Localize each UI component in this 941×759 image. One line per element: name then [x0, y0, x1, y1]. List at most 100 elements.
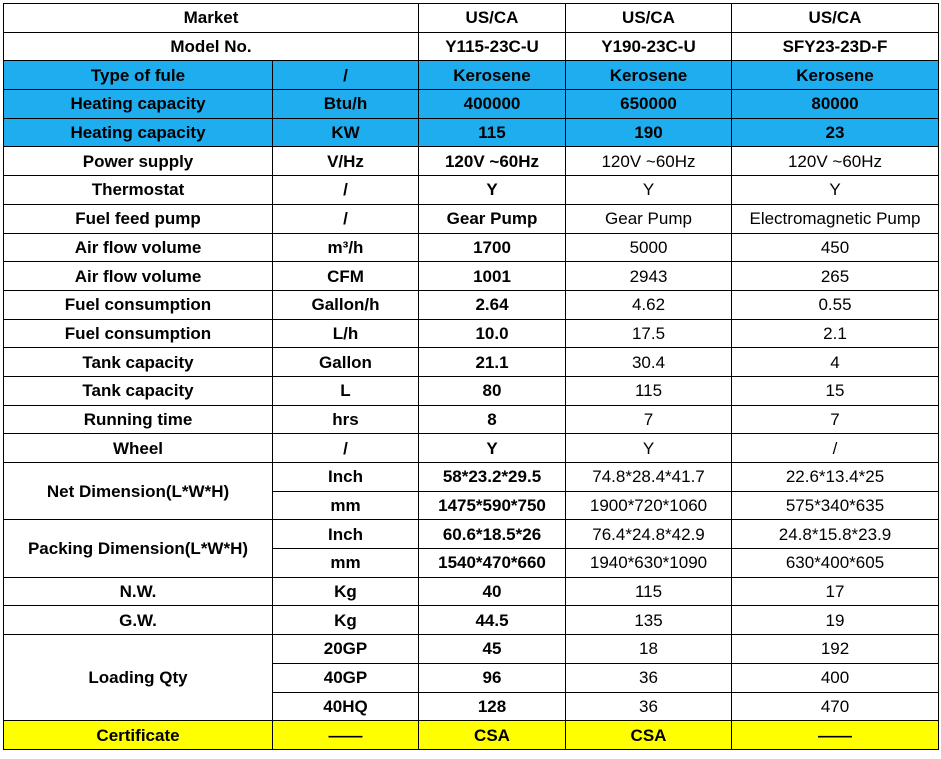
- row-unit: KW: [272, 117, 419, 148]
- row-unit: ——: [272, 720, 419, 750]
- row-value-1: Y: [418, 433, 566, 463]
- air-flow-m3h-row: Air flow volume m³/h 1700 5000 450: [3, 232, 939, 263]
- loading-40gp-row: 40GP 96 36 400: [4, 662, 939, 693]
- certificate-row: Certificate —— CSA CSA ——: [3, 720, 939, 750]
- row-label: Running time: [3, 404, 273, 435]
- row-value-1: 60.6*18.5*26: [418, 519, 566, 550]
- net-dimension-mm-row: mm 1475*590*750 1900*720*1060 575*340*63…: [4, 490, 939, 521]
- row-value-2: Kerosene: [565, 60, 732, 91]
- model-col-1: Y115-23C-U: [418, 31, 566, 62]
- row-value-1: 96: [418, 662, 566, 693]
- fuel-type-row: Type of fule / Kerosene Kerosene Kerosen…: [3, 60, 939, 91]
- row-value-1: 10.0: [418, 318, 566, 349]
- row-value-1: 1001: [418, 261, 566, 291]
- row-unit: /: [272, 203, 419, 234]
- net-weight-row: N.W. Kg 40 115 17: [3, 576, 939, 607]
- row-value-1: 58*23.2*29.5: [418, 462, 566, 492]
- market-row: Market US/CA US/CA US/CA: [3, 3, 939, 33]
- row-value-1: 115: [418, 117, 566, 148]
- row-label: Fuel consumption: [3, 289, 273, 320]
- row-value-1: 80: [418, 375, 566, 406]
- row-value-3: 575*340*635: [731, 490, 939, 521]
- tank-capacity-liter-row: Tank capacity L 80 115 15: [3, 375, 939, 406]
- row-label: Wheel: [3, 433, 273, 463]
- row-value-2: Y: [565, 433, 732, 463]
- net-dimension-inch-row: Net Dimension(L*W*H) Inch 58*23.2*29.5 7…: [3, 461, 939, 521]
- market-col-1: US/CA: [418, 3, 566, 33]
- row-unit: L: [272, 375, 419, 406]
- market-col-2: US/CA: [565, 3, 732, 33]
- row-unit: m³/h: [272, 232, 419, 263]
- row-unit: 20GP: [272, 634, 419, 664]
- model-label: Model No.: [3, 31, 419, 62]
- row-label: Fuel feed pump: [3, 203, 273, 234]
- row-value-2: 36: [565, 662, 732, 693]
- row-label: Type of fule: [3, 60, 273, 91]
- row-value-2: 1940*630*1090: [565, 548, 732, 578]
- row-value-1: Y: [418, 175, 566, 205]
- row-value-2: 18: [565, 634, 732, 664]
- row-label: Heating capacity: [3, 89, 273, 119]
- row-value-3: 7: [731, 404, 939, 435]
- row-value-1: 1700: [418, 232, 566, 263]
- row-value-3: 23: [731, 117, 939, 148]
- spec-table: Market US/CA US/CA US/CA Model No. Y115-…: [3, 3, 939, 750]
- power-supply-row: Power supply V/Hz 120V ~60Hz 120V ~60Hz …: [3, 146, 939, 177]
- model-col-2: Y190-23C-U: [565, 31, 732, 62]
- row-value-2: 17.5: [565, 318, 732, 349]
- row-value-3: 0.55: [731, 289, 939, 320]
- row-value-3: 4: [731, 347, 939, 377]
- loading-qty-label: Loading Qty: [3, 634, 273, 722]
- row-value-2: CSA: [565, 720, 732, 750]
- row-value-2: 115: [565, 375, 732, 406]
- row-value-2: 190: [565, 117, 732, 148]
- row-value-1: 8: [418, 404, 566, 435]
- row-label: Certificate: [3, 720, 273, 750]
- row-value-1: 128: [418, 691, 566, 722]
- row-label: Tank capacity: [3, 347, 273, 377]
- row-value-1: 44.5: [418, 605, 566, 636]
- row-label: Heating capacity: [3, 117, 273, 148]
- row-unit: hrs: [272, 404, 419, 435]
- fuel-feed-pump-row: Fuel feed pump / Gear Pump Gear Pump Ele…: [3, 203, 939, 234]
- row-value-3: 630*400*605: [731, 548, 939, 578]
- row-unit: /: [272, 433, 419, 463]
- row-label: Tank capacity: [3, 375, 273, 406]
- gross-weight-row: G.W. Kg 44.5 135 19: [3, 605, 939, 636]
- row-value-2: 5000: [565, 232, 732, 263]
- row-value-2: 120V ~60Hz: [565, 146, 732, 177]
- row-value-2: 7: [565, 404, 732, 435]
- row-value-3: 80000: [731, 89, 939, 119]
- row-value-3: 400: [731, 662, 939, 693]
- row-value-3: /: [731, 433, 939, 463]
- row-value-1: Kerosene: [418, 60, 566, 91]
- row-unit: Gallon: [272, 347, 419, 377]
- thermostat-row: Thermostat / Y Y Y: [3, 175, 939, 205]
- row-label: Power supply: [3, 146, 273, 177]
- row-value-2: 4.62: [565, 289, 732, 320]
- row-unit: Kg: [272, 576, 419, 607]
- row-value-1: 1475*590*750: [418, 490, 566, 521]
- row-value-3: 470: [731, 691, 939, 722]
- row-value-3: ——: [731, 720, 939, 750]
- row-value-2: 36: [565, 691, 732, 722]
- net-dimension-label: Net Dimension(L*W*H): [3, 461, 273, 521]
- row-value-1: Gear Pump: [418, 203, 566, 234]
- row-unit: V/Hz: [272, 146, 419, 177]
- row-value-3: Electromagnetic Pump: [731, 203, 939, 234]
- air-flow-cfm-row: Air flow volume CFM 1001 2943 265: [3, 261, 939, 291]
- row-value-3: 120V ~60Hz: [731, 146, 939, 177]
- row-value-1: CSA: [418, 720, 566, 750]
- row-unit: mm: [272, 548, 419, 578]
- row-unit: Btu/h: [272, 89, 419, 119]
- row-value-3: 24.8*15.8*23.9: [731, 519, 939, 550]
- row-unit: 40HQ: [272, 691, 419, 722]
- row-value-3: 17: [731, 576, 939, 607]
- row-value-1: 21.1: [418, 347, 566, 377]
- row-unit: Inch: [272, 462, 419, 492]
- row-value-1: 45: [418, 634, 566, 664]
- row-unit: /: [272, 175, 419, 205]
- row-unit: Inch: [272, 519, 419, 550]
- row-unit: CFM: [272, 261, 419, 291]
- row-unit: L/h: [272, 318, 419, 349]
